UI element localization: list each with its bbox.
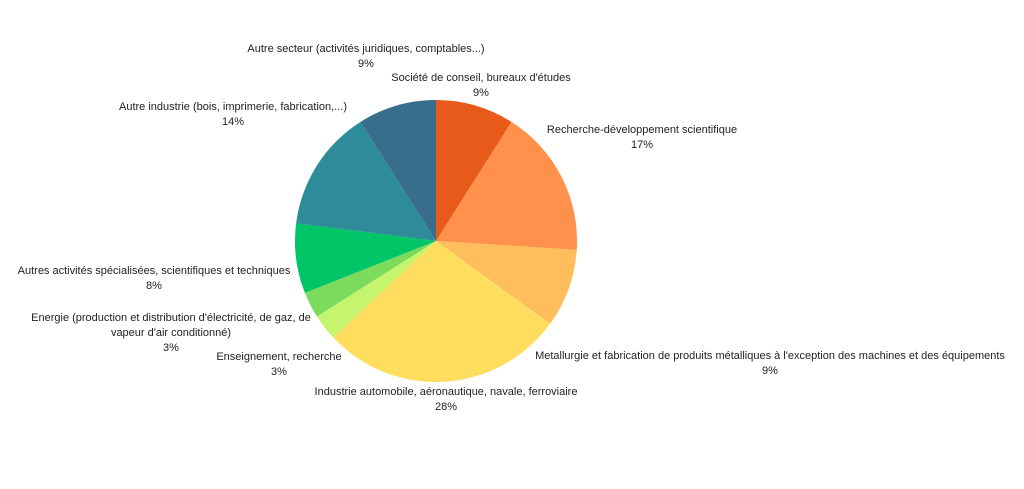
slice-value-label: 28% bbox=[435, 401, 457, 413]
slice-label: Industrie automobile, aéronautique, nava… bbox=[315, 386, 578, 413]
pie-slice bbox=[296, 121, 436, 241]
slice-label: Autre industrie (bois, imprimerie, fabri… bbox=[119, 101, 347, 128]
slice-label: Autre secteur (activités juridiques, com… bbox=[247, 43, 484, 70]
pie-slice bbox=[294, 223, 436, 293]
pie-slice bbox=[333, 241, 551, 382]
pie-slice bbox=[304, 241, 436, 317]
slice-value-label: 17% bbox=[631, 139, 653, 151]
slice-value-label: 3% bbox=[271, 366, 287, 378]
slice-value-label: 9% bbox=[473, 87, 489, 99]
slice-value-label: 3% bbox=[163, 342, 179, 354]
pie-slice bbox=[436, 241, 577, 324]
slice-value-label: 9% bbox=[762, 365, 778, 377]
slice-label: Société de conseil, bureaux d'études 9% bbox=[391, 72, 571, 99]
pie-slice bbox=[316, 241, 436, 338]
pie-slices bbox=[294, 100, 577, 382]
slice-label: Energie (production et distribution d'él… bbox=[31, 312, 311, 354]
pie-slice bbox=[436, 100, 512, 241]
slice-value-label: 9% bbox=[358, 58, 374, 70]
pie-slice bbox=[436, 121, 577, 250]
pie-slice bbox=[360, 100, 436, 241]
slice-label: Autres activités spécialisées, scientifi… bbox=[18, 265, 291, 292]
slice-value-label: 8% bbox=[146, 280, 162, 292]
slice-value-label: 14% bbox=[222, 116, 244, 128]
slice-label: Enseignement, recherche 3% bbox=[216, 351, 341, 378]
slice-label: Metallurgie et fabrication de produits m… bbox=[535, 350, 1005, 377]
pie-labels: Société de conseil, bureaux d'études 9% Re… bbox=[18, 43, 1006, 413]
slice-label: Recherche-développement scientifique 17% bbox=[547, 124, 737, 151]
